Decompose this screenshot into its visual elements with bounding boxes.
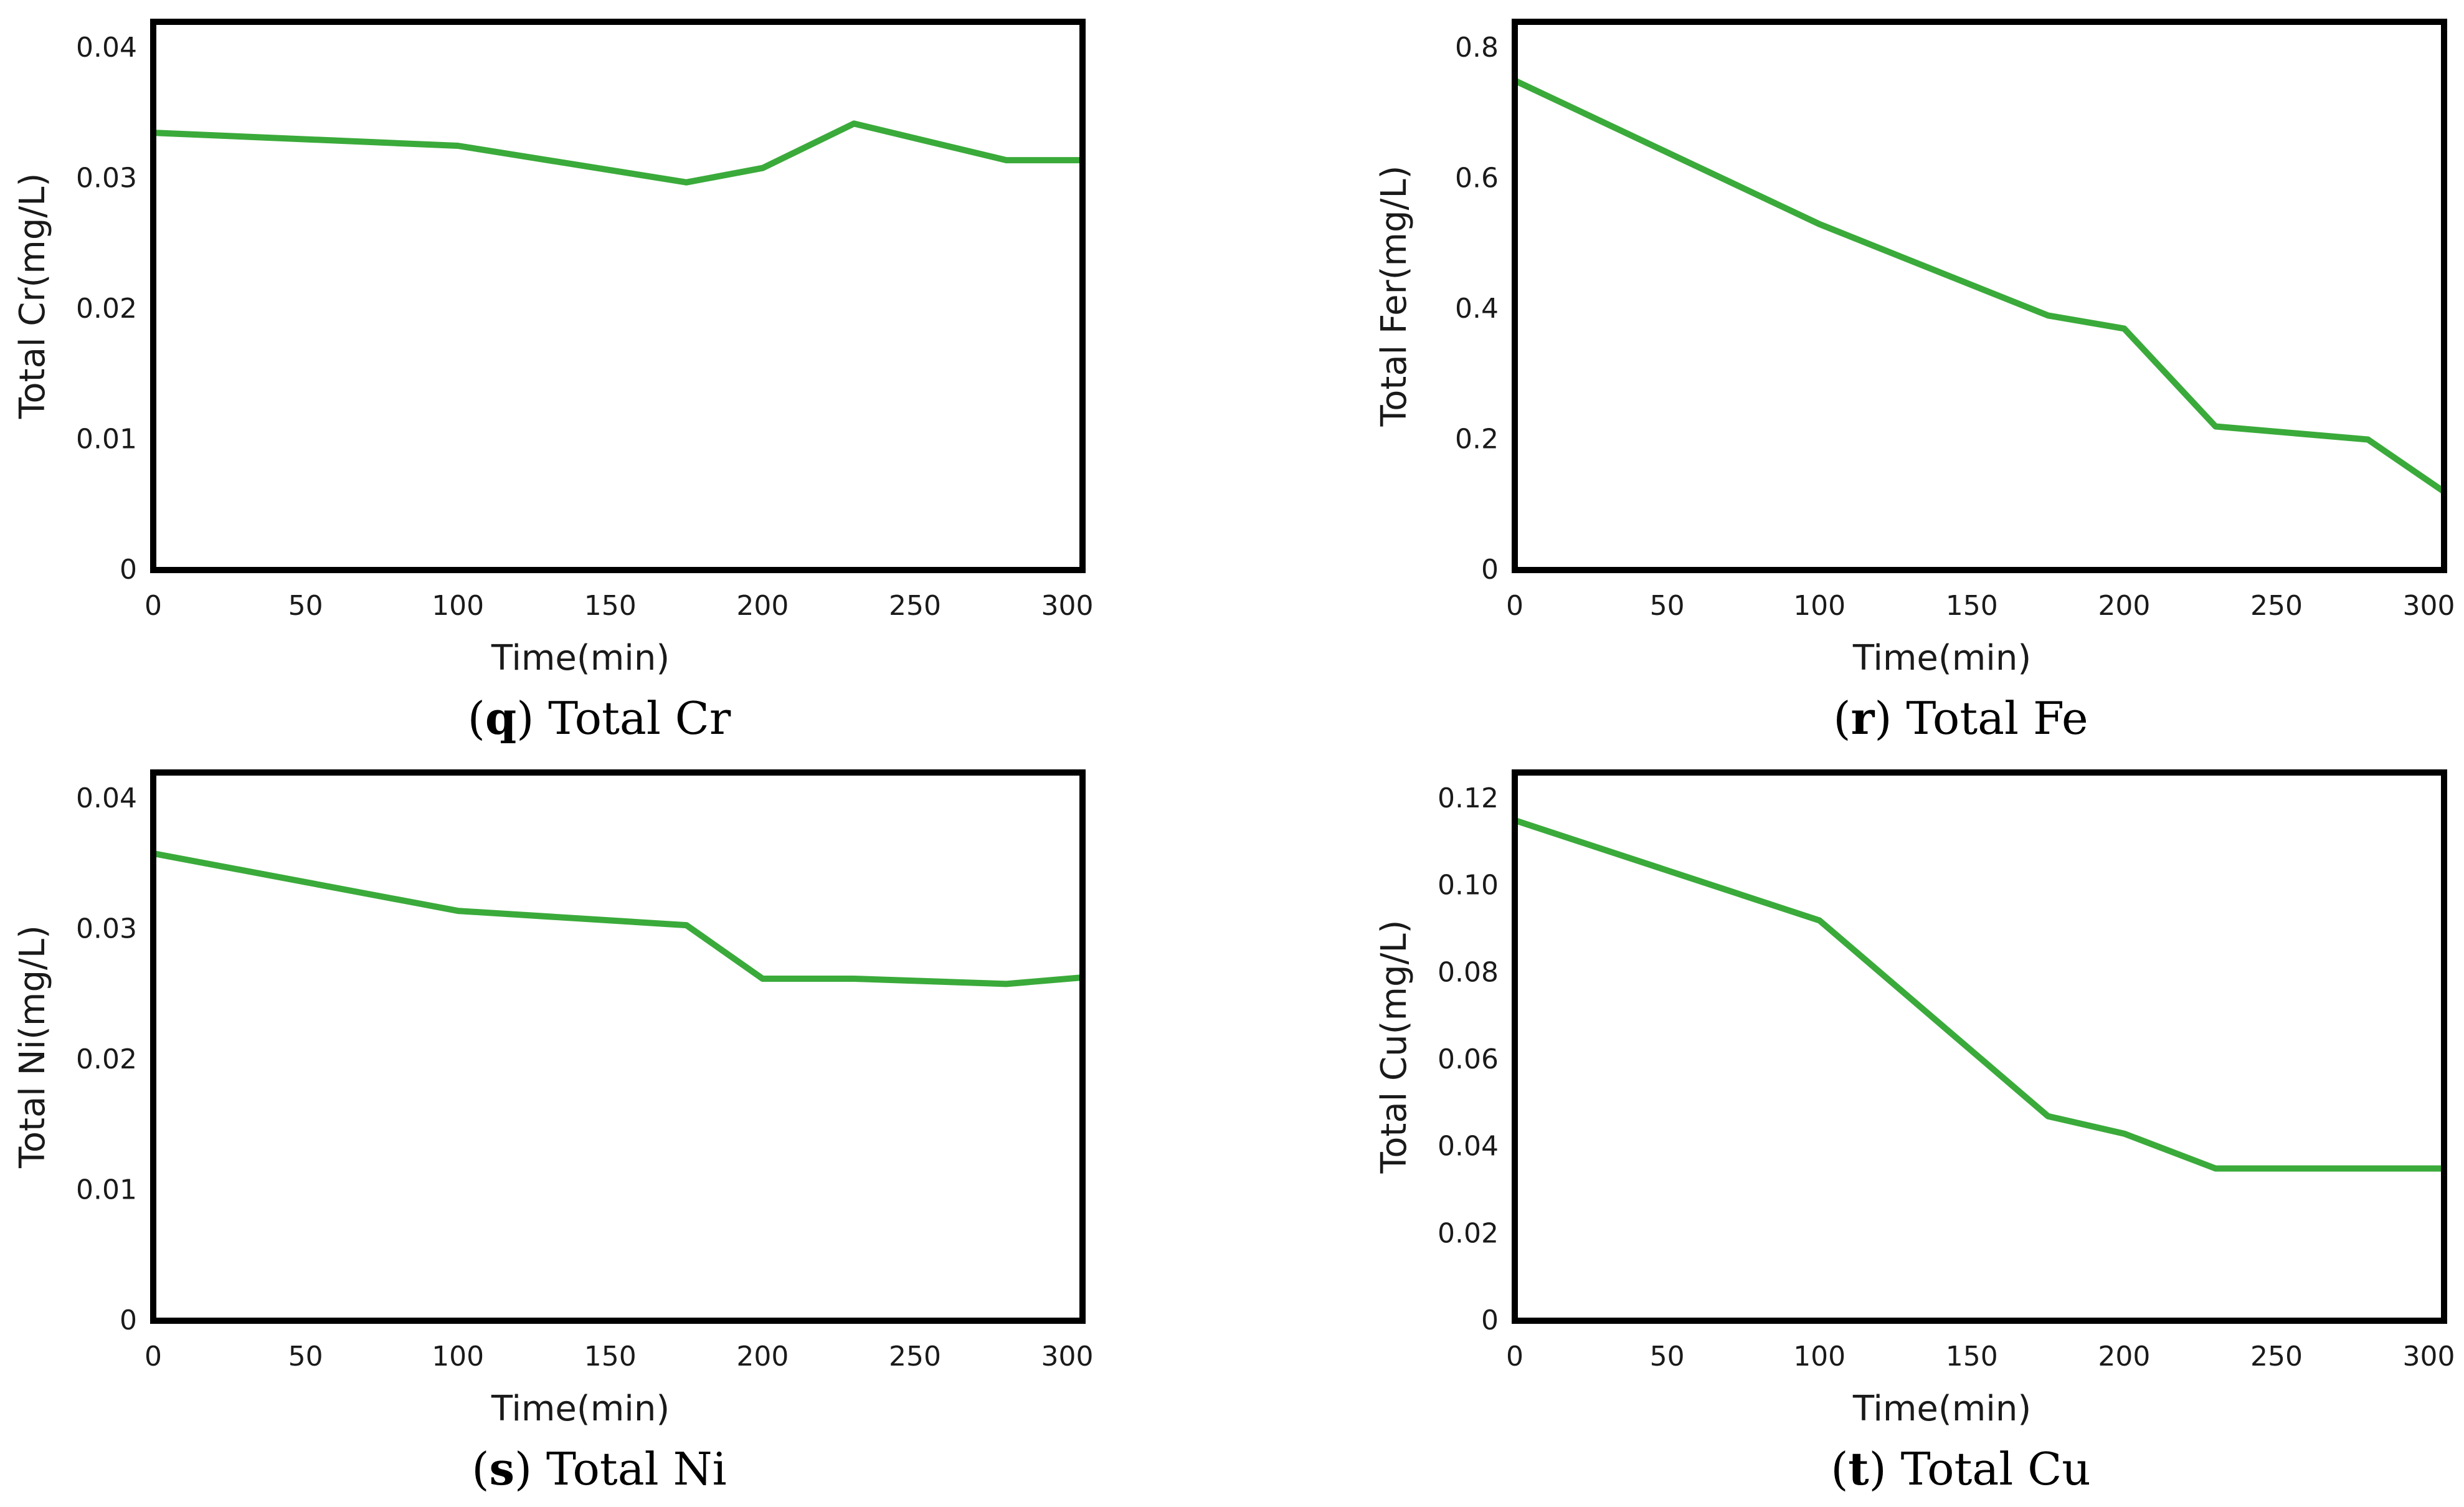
x-tick-label: 300 [1041,590,1094,622]
series-line [153,120,1083,186]
caption-text: Total Cr [548,692,731,744]
x-tick-label: 150 [584,590,637,622]
y-tick-label: 0.04 [1438,1131,1499,1162]
series-line [153,850,1083,987]
x-tick-label: 100 [432,1341,484,1372]
panel-caption: (r) Total Fe [1833,692,2088,744]
plot-frame [150,769,1086,1324]
x-tick-label: 50 [288,590,323,622]
x-tick-label: 100 [1793,1341,1846,1372]
plot-frame [150,19,1086,573]
y-tick-label: 0.02 [1438,1217,1499,1249]
x-tick-label: 250 [889,590,941,622]
x-tick-label: 150 [1946,590,1998,622]
x-tick-label: 300 [2403,590,2455,622]
x-tick-label: 200 [736,590,789,622]
y-tick-label: 0.06 [1438,1043,1499,1075]
y-tick-label: 0 [120,554,137,586]
y-tick-label: 0 [120,1305,137,1336]
y-tick-label: 0.12 [1438,782,1499,814]
caption-letter: t [1848,1442,1869,1495]
y-axis-label: Total Fer(mg/L) [1374,165,1414,427]
y-tick-label: 0.8 [1455,32,1499,64]
caption-letter: q [485,692,516,744]
plot-frame [1512,769,2447,1324]
y-tick-label: 0.2 [1455,423,1499,455]
x-axis-label: Time(min) [491,1389,670,1429]
x-tick-label: 200 [2098,590,2150,622]
x-axis-label: Time(min) [1852,1389,2031,1429]
panel-caption: (q) Total Cr [468,692,731,744]
caption-text: Total Fe [1906,692,2088,744]
y-tick-label: 0.04 [76,782,137,814]
x-tick-label: 50 [1650,590,1685,622]
y-tick-label: 0 [1481,554,1499,586]
x-axis-label: Time(min) [1852,638,2031,678]
y-tick-label: 0.01 [76,1174,137,1205]
y-tick-label: 0.04 [76,32,137,64]
x-axis-label: Time(min) [491,638,670,678]
chart-panel-t: 0 0.02 0.04 0.06 0.08 0.10 0.12 0 50 100 150 200 250… [1374,769,2455,1495]
x-tick-label: 100 [432,590,484,622]
y-tick-label: 0.4 [1455,293,1499,325]
x-tick-label: 100 [1793,590,1846,622]
y-tick-label: 0.02 [76,293,137,325]
series-line [1514,817,2444,1172]
caption-letter: r [1850,692,1875,744]
y-axis-label: Total Cr(mg/L) [12,173,53,420]
x-tick-label: 250 [2250,1341,2303,1372]
caption-letter: s [489,1442,514,1495]
x-tick-label: 300 [2403,1341,2455,1372]
x-tick-label: 50 [1650,1341,1685,1372]
y-tick-label: 0.02 [76,1043,137,1075]
x-tick-label: 0 [1506,1341,1523,1372]
y-tick-label: 0.10 [1438,870,1499,901]
y-tick-label: 0.03 [76,162,137,194]
panel-caption: (s) Total Ni [471,1442,726,1495]
y-tick-label: 0.01 [76,423,137,455]
caption-text: Total Cu [1901,1443,2091,1495]
caption-text: Total Ni [546,1443,727,1495]
series-line [1513,77,2446,495]
plot-frame [1512,19,2447,573]
x-tick-label: 50 [288,1341,323,1372]
y-tick-label: 0.6 [1455,162,1499,194]
panel-caption: (t) Total Cu [1831,1442,2090,1495]
x-tick-label: 250 [2250,590,2303,622]
x-tick-label: 0 [145,590,162,622]
y-axis-label: Total Cu(mg/L) [1374,920,1414,1174]
y-tick-label: 0.03 [76,913,137,944]
x-tick-label: 150 [1946,1341,1998,1372]
x-tick-label: 200 [736,1341,789,1372]
x-tick-label: 0 [1506,590,1523,622]
x-tick-label: 150 [584,1341,637,1372]
x-tick-label: 200 [2098,1341,2150,1372]
x-tick-label: 300 [1041,1341,1094,1372]
y-tick-label: 0.08 [1438,956,1499,988]
y-tick-label: 0 [1481,1305,1499,1336]
chart-panel-r: 0 0.2 0.4 0.6 0.8 0 50 100 150 200 250 300 Time(min)… [1374,19,2455,744]
x-tick-label: 250 [889,1341,941,1372]
chart-panel-s: 0 0.01 0.02 0.03 0.04 0 50 100 150 200 250 300 Time(… [12,769,1094,1495]
chart-panel-q: 0 0.01 0.02 0.03 0.04 0 50 100 150 200 250 300 Time(… [12,19,1094,744]
y-axis-label: Total Ni(mg/L) [12,925,53,1169]
x-tick-label: 0 [145,1341,162,1372]
